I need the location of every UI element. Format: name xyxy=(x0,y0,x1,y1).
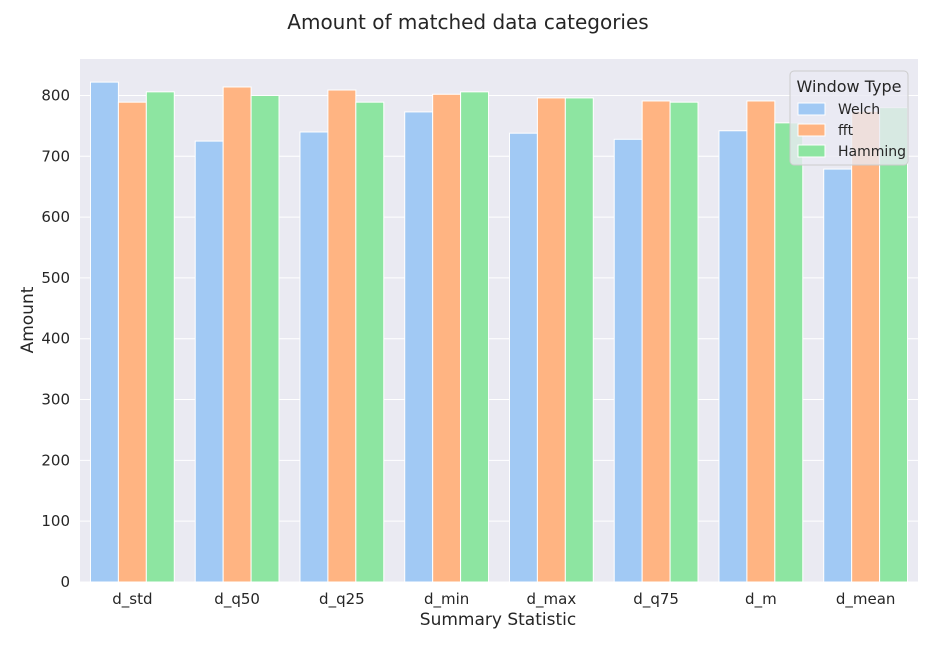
bar-welch-d_q25 xyxy=(299,131,329,583)
legend-title: Window Type xyxy=(797,77,902,96)
bar-hamming-d_max xyxy=(564,97,594,583)
legend-swatch-hamming xyxy=(797,144,826,158)
x-tick-label: d_min xyxy=(424,590,469,609)
bar-welch-d_min xyxy=(404,111,434,583)
bar-fft-d_q75 xyxy=(641,100,671,583)
bar-welch-d_mean xyxy=(823,168,853,583)
bar-hamming-d_m xyxy=(774,122,804,583)
x-tick-label: d_m xyxy=(745,590,777,609)
bar-fft-d_std xyxy=(117,101,147,583)
bar-fft-d_q50 xyxy=(222,86,252,583)
bar-hamming-d_q25 xyxy=(355,101,385,583)
bars xyxy=(89,81,909,583)
x-tick-label: d_std xyxy=(112,590,152,609)
y-tick-label: 200 xyxy=(41,451,70,469)
x-axis-label: Summary Statistic xyxy=(420,610,576,630)
bar-hamming-d_q75 xyxy=(669,101,699,583)
bar-fft-d_m xyxy=(746,100,776,583)
x-tick-label: d_mean xyxy=(836,590,896,609)
y-tick-label: 300 xyxy=(41,391,70,409)
legend-label-fft: fft xyxy=(838,123,854,139)
y-tick-label: 100 xyxy=(41,512,70,530)
bar-welch-d_m xyxy=(718,130,748,583)
y-tick-label: 0 xyxy=(60,573,70,591)
y-tick-labels: 0 100 200 300 400 500 600 700 800 xyxy=(41,86,70,591)
x-tick-label: d_max xyxy=(527,590,577,609)
x-tick-label: d_q75 xyxy=(633,590,679,609)
legend-box xyxy=(789,70,909,166)
bar-fft-d_min xyxy=(432,93,462,583)
bar-welch-d_q50 xyxy=(194,140,224,583)
y-axis-label: Amount xyxy=(18,286,38,353)
bar-fft-d_q25 xyxy=(327,89,357,583)
chart-title: Amount of matched data categories xyxy=(287,10,648,34)
legend: Window Type Welch fft Hamming xyxy=(789,70,909,166)
y-tick-label: 600 xyxy=(41,208,70,226)
legend-label-hamming: Hamming xyxy=(838,144,906,160)
bar-welch-d_max xyxy=(508,132,538,583)
x-tick-labels: d_std d_q50 d_q25 d_min d_max d_q75 d_m d_mean xyxy=(112,590,895,609)
bar-fft-d_max xyxy=(536,97,566,583)
legend-swatch-fft xyxy=(797,123,826,137)
bar-hamming-d_mean xyxy=(879,107,909,583)
y-tick-label: 700 xyxy=(41,147,70,165)
bar-welch-d_q75 xyxy=(613,138,643,583)
bar-fft-d_mean xyxy=(851,110,881,583)
legend-swatch-welch xyxy=(797,102,826,116)
y-tick-label: 400 xyxy=(41,330,70,348)
bar-hamming-d_std xyxy=(145,91,175,583)
y-tick-label: 800 xyxy=(41,86,70,104)
y-tick-label: 500 xyxy=(41,269,70,287)
x-tick-label: d_q50 xyxy=(214,590,260,609)
x-tick-label: d_q25 xyxy=(319,590,365,609)
bar-hamming-d_min xyxy=(460,91,490,583)
bar-hamming-d_q50 xyxy=(250,94,280,583)
legend-label-welch: Welch xyxy=(838,102,880,118)
bar-welch-d_std xyxy=(89,81,119,583)
